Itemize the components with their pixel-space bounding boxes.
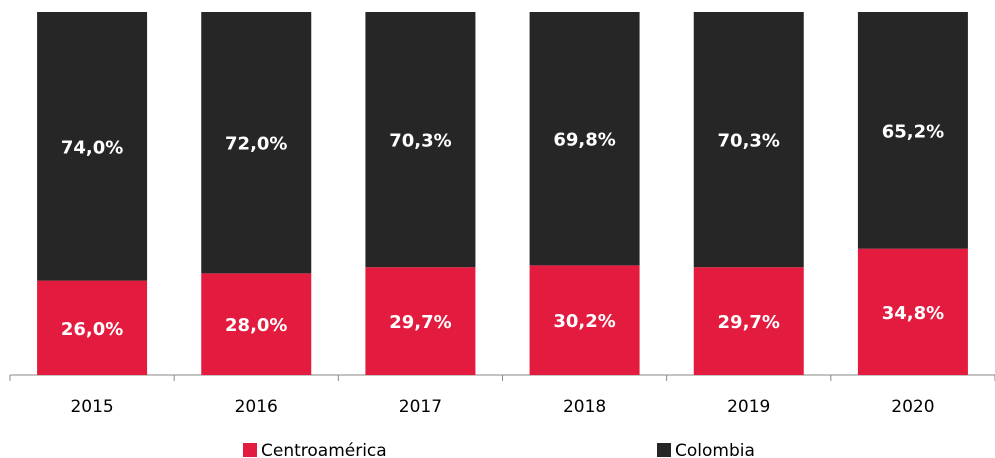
bar-segment [693,267,804,375]
value-label: 28,0% [225,315,287,336]
bar-segment [365,267,476,375]
value-label: 69,8% [553,130,615,151]
value-label: 65,2% [882,121,944,142]
value-label: 26,0% [61,319,123,340]
bar-segment [201,273,312,375]
value-label: 70,3% [389,131,451,152]
x-tick-label: 2018 [563,397,606,417]
bar-segment [201,12,312,274]
bar-segment [693,12,804,268]
value-label: 72,0% [225,134,287,155]
bar-segment [37,280,148,375]
bar-segment [365,12,476,268]
value-label: 29,7% [718,312,780,333]
bar-segment [37,12,148,281]
value-label: 34,8% [882,303,944,324]
legend-label: Centroamérica [261,441,387,458]
legend-swatch [657,443,671,457]
legend-swatch [243,443,257,457]
x-tick-label: 2019 [727,397,770,417]
x-tick-label: 2020 [891,397,934,417]
legend-label: Colombia [675,441,755,458]
value-label: 70,3% [718,131,780,152]
value-label: 30,2% [553,311,615,332]
x-tick-label: 2017 [399,397,442,417]
x-tick-label: 2016 [235,397,278,417]
bar-segment [857,12,968,249]
bar-segment [857,248,968,375]
bar-segment [529,265,640,375]
x-tick-label: 2015 [70,397,113,417]
value-label: 29,7% [389,312,451,333]
bar-segment [529,12,640,266]
value-label: 74,0% [61,137,123,158]
